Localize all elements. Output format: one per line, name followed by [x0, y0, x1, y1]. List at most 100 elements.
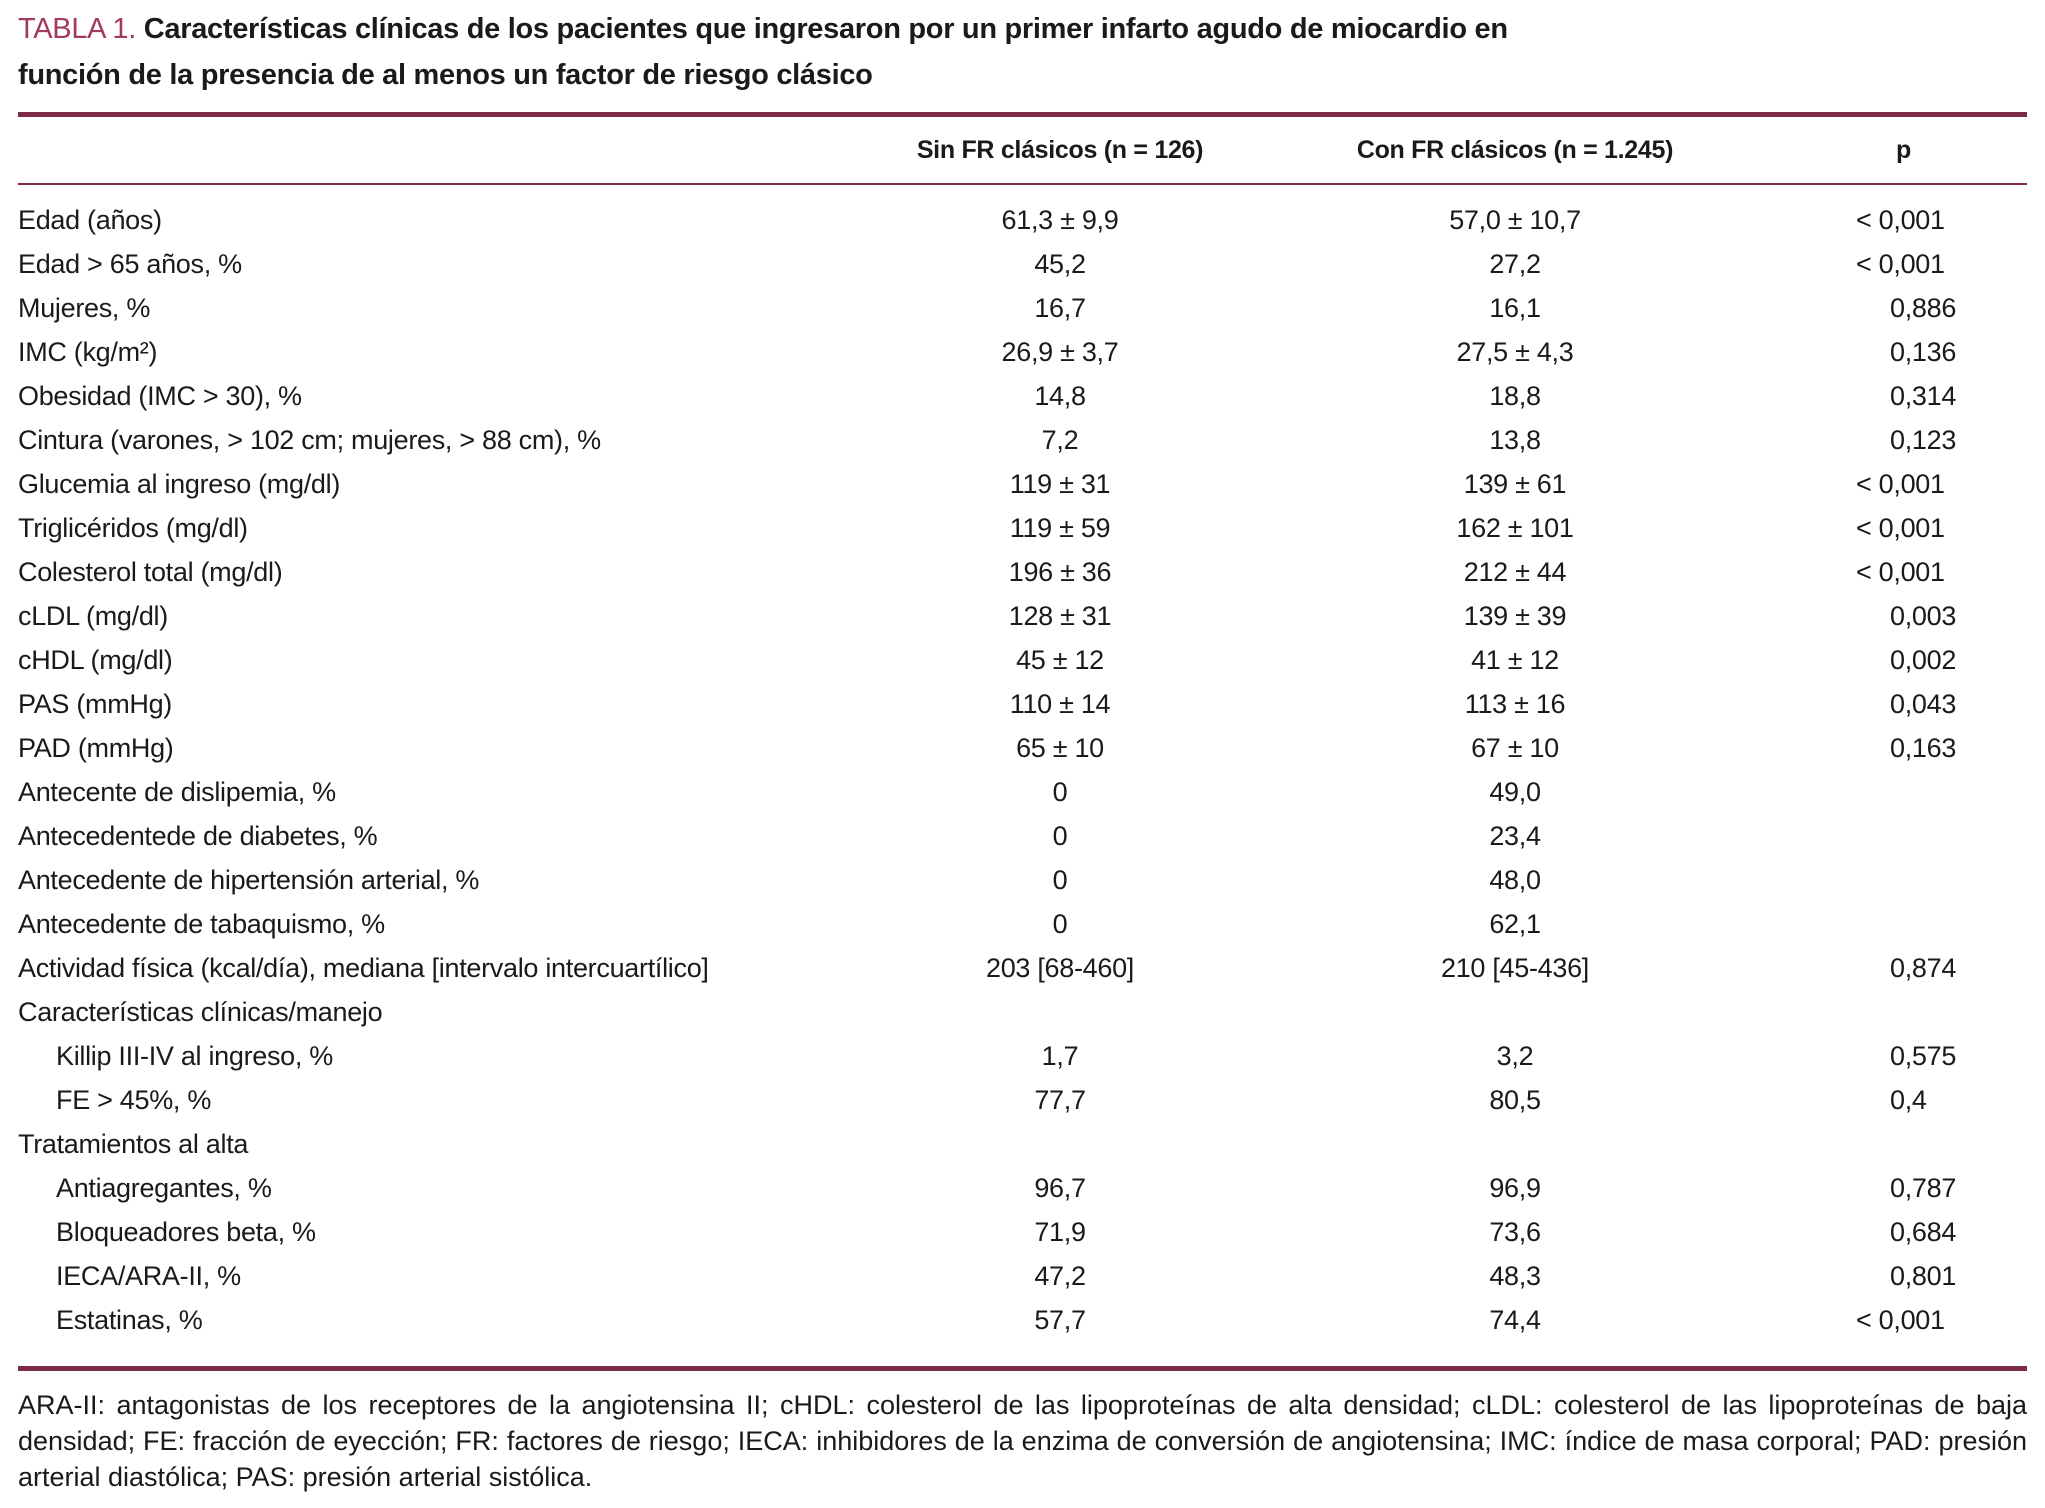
value-p [1675, 770, 2027, 814]
table-header-row: Sin FR clásicos (n = 126) Con FR clásico… [18, 117, 2027, 183]
value-con-fr: 62,1 [1489, 909, 1541, 939]
table-row: Antiagregantes, % 96,7 96,9 0,787 [18, 1166, 2027, 1210]
value-con-fr: 16,1 [1489, 293, 1541, 323]
value-sin-fr: 16,7 [1034, 293, 1086, 323]
value-p [1675, 990, 2027, 1034]
value-sin-fr: 47,2 [1034, 1261, 1086, 1291]
value-sin-fr [900, 1122, 1220, 1166]
value-sin-fr: 65 ± 10 [1016, 733, 1104, 763]
value-con-fr [1220, 1122, 1675, 1166]
row-label: Tratamientos al alta [18, 1129, 249, 1159]
value-p: < 0,001 [1856, 1305, 1945, 1335]
row-label: Antiagregantes, % [56, 1173, 272, 1203]
row-label: Obesidad (IMC > 30), % [18, 381, 302, 411]
table-row: Obesidad (IMC > 30), % 14,8 18,8 0,314 [18, 374, 2027, 418]
value-con-fr: 67 ± 10 [1471, 733, 1559, 763]
value-sin-fr: 77,7 [1034, 1085, 1086, 1115]
value-con-fr: 139 ± 61 [1463, 469, 1567, 499]
table-row: PAD (mmHg) 65 ± 10 67 ± 10 0,163 [18, 726, 2027, 770]
value-p: 0,684 [1890, 1217, 1957, 1247]
value-con-fr: 41 ± 12 [1471, 645, 1559, 675]
value-con-fr: 113 ± 16 [1464, 689, 1566, 719]
table-row: Triglicéridos (mg/dl) 119 ± 59 162 ± 101… [18, 506, 2027, 550]
value-sin-fr: 0 [1052, 909, 1068, 939]
value-p [1675, 814, 2027, 858]
value-p [1675, 1122, 2027, 1166]
table-row: FE > 45%, % 77,7 80,5 0,4 [18, 1078, 2027, 1122]
row-label: FE > 45%, % [56, 1085, 212, 1115]
row-label: Cintura (varones, > 102 cm; mujeres, > 8… [18, 425, 601, 455]
value-sin-fr: 14,8 [1034, 381, 1086, 411]
value-sin-fr: 119 ± 59 [1009, 513, 1111, 543]
value-sin-fr: 61,3 ± 9,9 [1001, 205, 1119, 235]
value-sin-fr: 1,7 [1041, 1041, 1079, 1071]
value-con-fr: 212 ± 44 [1463, 557, 1567, 587]
value-con-fr: 18,8 [1489, 381, 1541, 411]
row-label: PAS (mmHg) [18, 689, 173, 719]
value-sin-fr: 57,7 [1034, 1305, 1086, 1335]
table-row: Estatinas, % 57,7 74,4 < 0,001 [18, 1298, 2027, 1342]
row-label: cLDL (mg/dl) [18, 601, 168, 631]
value-con-fr: 57,0 ± 10,7 [1449, 205, 1581, 235]
value-con-fr: 162 ± 101 [1456, 513, 1574, 543]
value-sin-fr: 0 [1052, 865, 1068, 895]
value-p: 0,043 [1890, 689, 1957, 719]
table-row: cHDL (mg/dl) 45 ± 12 41 ± 12 0,002 [18, 638, 2027, 682]
table-row: Edad > 65 años, % 45,2 27,2 < 0,001 [18, 242, 2027, 286]
value-sin-fr: 128 ± 31 [1008, 601, 1112, 631]
table-row: Antecente de dislipemia, % 0 49,0 [18, 770, 2027, 814]
table-row: Antecedente de hipertensión arterial, % … [18, 858, 2027, 902]
caption-line-2: función de la presencia de al menos un f… [18, 59, 873, 91]
table-row: IECA/ARA-II, % 47,2 48,3 0,801 [18, 1254, 2027, 1298]
row-label: Antecedente de tabaquismo, % [18, 909, 385, 939]
value-con-fr: 3,2 [1496, 1041, 1534, 1071]
row-label: Glucemia al ingreso (mg/dl) [18, 469, 341, 499]
row-label: Actividad física (kcal/día), mediana [in… [18, 953, 709, 983]
row-label: Antecedentede de diabetes, % [18, 821, 378, 851]
value-p: < 0,001 [1856, 513, 1945, 543]
value-con-fr: 139 ± 39 [1463, 601, 1567, 631]
value-sin-fr: 45 ± 12 [1016, 645, 1104, 675]
divider-header [18, 183, 2027, 185]
row-label: Killip III-IV al ingreso, % [56, 1041, 334, 1071]
value-sin-fr: 110 ± 14 [1009, 689, 1111, 719]
value-sin-fr: 45,2 [1034, 249, 1086, 279]
value-con-fr: 23,4 [1489, 821, 1541, 851]
value-sin-fr: 7,2 [1041, 425, 1079, 455]
value-sin-fr: 26,9 ± 3,7 [1001, 337, 1119, 367]
table-row: Colesterol total (mg/dl) 196 ± 36 212 ± … [18, 550, 2027, 594]
table-row: Características clínicas/manejo [18, 990, 2027, 1034]
column-header-con-fr: Con FR clásicos (n = 1.245) [1356, 135, 1674, 164]
value-sin-fr: 96,7 [1034, 1173, 1086, 1203]
value-sin-fr: 0 [1052, 821, 1068, 851]
value-con-fr: 27,5 ± 4,3 [1456, 337, 1574, 367]
value-con-fr: 48,0 [1489, 865, 1541, 895]
row-label: cHDL (mg/dl) [18, 645, 173, 675]
row-label: PAD (mmHg) [18, 733, 174, 763]
value-sin-fr: 203 [68-460] [985, 953, 1135, 983]
table-row: Actividad física (kcal/día), mediana [in… [18, 946, 2027, 990]
row-label: Antecedente de hipertensión arterial, % [18, 865, 480, 895]
table-row: Cintura (varones, > 102 cm; mujeres, > 8… [18, 418, 2027, 462]
value-sin-fr: 119 ± 31 [1009, 469, 1111, 499]
value-sin-fr: 196 ± 36 [1008, 557, 1112, 587]
value-p: < 0,001 [1856, 205, 1945, 235]
value-p: 0,575 [1890, 1041, 1957, 1071]
value-sin-fr [900, 990, 1220, 1034]
value-con-fr: 96,9 [1489, 1173, 1541, 1203]
caption-line-1: Características clínicas de los paciente… [143, 13, 1508, 45]
table-footnote: ARA-II: antagonistas de los receptores d… [18, 1390, 2027, 1492]
table-row: Antecedente de tabaquismo, % 0 62,1 [18, 902, 2027, 946]
table-row: IMC (kg/m²) 26,9 ± 3,7 27,5 ± 4,3 0,136 [18, 330, 2027, 374]
value-con-fr: 80,5 [1489, 1085, 1541, 1115]
divider-top [18, 112, 2027, 117]
table-row: PAS (mmHg) 110 ± 14 113 ± 16 0,043 [18, 682, 2027, 726]
value-con-fr [1220, 990, 1675, 1034]
row-label: Bloqueadores beta, % [56, 1217, 316, 1247]
column-header-p: p [1896, 135, 1911, 164]
row-label: Triglicéridos (mg/dl) [18, 513, 248, 543]
value-p: 0,123 [1890, 425, 1957, 455]
value-p: 0,874 [1890, 953, 1957, 983]
value-p: 0,136 [1890, 337, 1957, 367]
